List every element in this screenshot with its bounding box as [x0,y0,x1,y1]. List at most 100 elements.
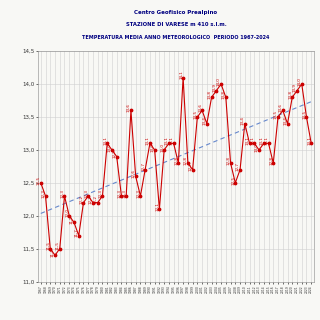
Text: 12,5: 12,5 [231,176,235,185]
Point [71,220,76,225]
Point [180,75,186,80]
Text: 12,2: 12,2 [79,195,84,204]
Text: 13,1: 13,1 [260,136,264,145]
Point [133,174,138,179]
Point [171,141,176,146]
Point [166,141,172,146]
Text: 13,1: 13,1 [250,136,254,145]
Point [185,161,190,166]
Point [124,194,129,199]
Text: 11,5: 11,5 [46,242,50,250]
Text: 13,8: 13,8 [208,90,212,99]
Point [119,194,124,199]
Point [280,108,285,113]
Point [261,141,266,146]
Text: 12,8: 12,8 [184,156,188,165]
Point [237,167,243,172]
Point [228,161,233,166]
Text: 11,5: 11,5 [56,242,60,250]
Text: 12,3: 12,3 [84,189,88,198]
Point [100,194,105,199]
Text: 13,0: 13,0 [160,143,164,152]
Point [276,115,281,120]
Point [91,200,96,205]
Text: 12,7: 12,7 [141,163,145,172]
Text: 13,5: 13,5 [193,110,197,119]
Point [43,194,48,199]
Text: 14,0: 14,0 [217,77,221,86]
Point [242,121,247,126]
Text: 12,3: 12,3 [60,189,65,198]
Point [190,167,195,172]
Point [57,246,62,251]
Point [294,88,300,93]
Point [48,246,53,251]
Point [52,253,58,258]
Point [252,141,257,146]
Text: 11,4: 11,4 [51,248,55,257]
Text: 12,7: 12,7 [188,163,193,172]
Point [62,194,67,199]
Point [233,180,238,185]
Point [86,194,91,199]
Text: TEMPERATURA MEDIA ANNO METEOROLOGICO  PERIODO 1967-2024: TEMPERATURA MEDIA ANNO METEOROLOGICO PER… [82,35,270,40]
Text: 12,8: 12,8 [174,156,178,165]
Point [256,148,261,153]
Point [147,141,152,146]
Text: 12,7: 12,7 [236,163,240,172]
Text: 13,0: 13,0 [255,143,259,152]
Point [109,148,115,153]
Text: 13,6: 13,6 [127,103,131,112]
Text: 12,9: 12,9 [113,149,117,158]
Text: 13,6: 13,6 [198,103,202,112]
Text: 11,9: 11,9 [70,215,74,224]
Point [299,82,304,87]
Point [290,95,295,100]
Text: 13,4: 13,4 [203,116,207,125]
Point [219,82,224,87]
Text: 13,0: 13,0 [108,143,112,152]
Point [271,161,276,166]
Point [128,108,133,113]
Text: 13,6: 13,6 [279,103,283,112]
Text: 12,8: 12,8 [269,156,273,165]
Text: 13,1: 13,1 [170,136,174,145]
Point [67,213,72,218]
Text: 11,7: 11,7 [75,228,79,237]
Point [304,115,309,120]
Text: 12,0: 12,0 [65,209,69,218]
Text: Centro Geofisico Prealpino: Centro Geofisico Prealpino [134,10,218,15]
Text: 13,1: 13,1 [165,136,169,145]
Text: 13,5: 13,5 [302,110,307,119]
Text: 12,3: 12,3 [136,189,140,198]
Text: 12,2: 12,2 [89,195,93,204]
Point [38,180,43,185]
Text: 13,9: 13,9 [293,84,297,92]
Point [138,194,143,199]
Text: 13,1: 13,1 [103,136,107,145]
Point [309,141,314,146]
Point [152,148,157,153]
Point [157,207,162,212]
Point [162,148,167,153]
Point [204,121,209,126]
Text: 13,8: 13,8 [288,90,292,99]
Text: 14,1: 14,1 [179,70,183,79]
Text: 12,3: 12,3 [99,189,102,198]
Text: STAZIONE DI VARESE m 410 s.l.m.: STAZIONE DI VARESE m 410 s.l.m. [126,22,226,28]
Point [209,95,214,100]
Point [76,233,81,238]
Point [176,161,181,166]
Text: 14,0: 14,0 [298,77,302,86]
Point [247,141,252,146]
Point [114,154,119,159]
Text: 13,1: 13,1 [146,136,150,145]
Text: 12,3: 12,3 [117,189,121,198]
Text: 13,5: 13,5 [274,110,278,119]
Text: 13,8: 13,8 [222,90,226,99]
Text: 12,8: 12,8 [227,156,231,165]
Point [223,95,228,100]
Text: 12,6: 12,6 [132,169,136,178]
Text: 13,1: 13,1 [245,136,250,145]
Point [195,115,200,120]
